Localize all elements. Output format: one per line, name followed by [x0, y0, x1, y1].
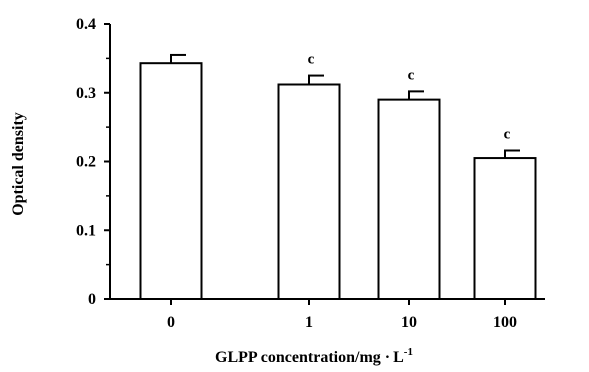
- y-tick-label-3: 0.3: [76, 85, 96, 102]
- significance-mark-10: c: [408, 67, 415, 83]
- y-tick-label-4: 0.4: [76, 16, 96, 33]
- x-tick-label-10: 10: [401, 314, 417, 331]
- x-tick-label-0: 0: [167, 314, 175, 331]
- significance-mark-1: c: [308, 52, 315, 68]
- y-axis-title: Optical density: [10, 112, 27, 216]
- x-axis-title-dot: ·: [385, 349, 390, 366]
- x-tick-label-100: 100: [493, 314, 517, 331]
- significance-mark-100: c: [504, 127, 511, 143]
- bar-100: [473, 157, 537, 300]
- x-tick-label-1: 1: [305, 314, 313, 331]
- bar-10: [377, 98, 441, 300]
- y-tick-label-0: 0: [88, 291, 96, 308]
- x-axis-title: GLPP concentration/mg · L-1: [215, 346, 413, 366]
- y-tick-label-2: 0.2: [76, 154, 96, 171]
- x-axis-title-main: GLPP concentration/mg: [215, 349, 381, 366]
- plot-area: 0 0.1 0.2 0.3 0.4 0 c 1 c 10 c 100: [76, 16, 545, 331]
- y-tick-label-1: 0.1: [76, 222, 96, 239]
- x-axis-title-unit: L: [393, 349, 404, 366]
- bar-1: [277, 83, 341, 300]
- x-axis-title-unit-exp: -1: [404, 346, 413, 358]
- bar-0: [139, 62, 203, 300]
